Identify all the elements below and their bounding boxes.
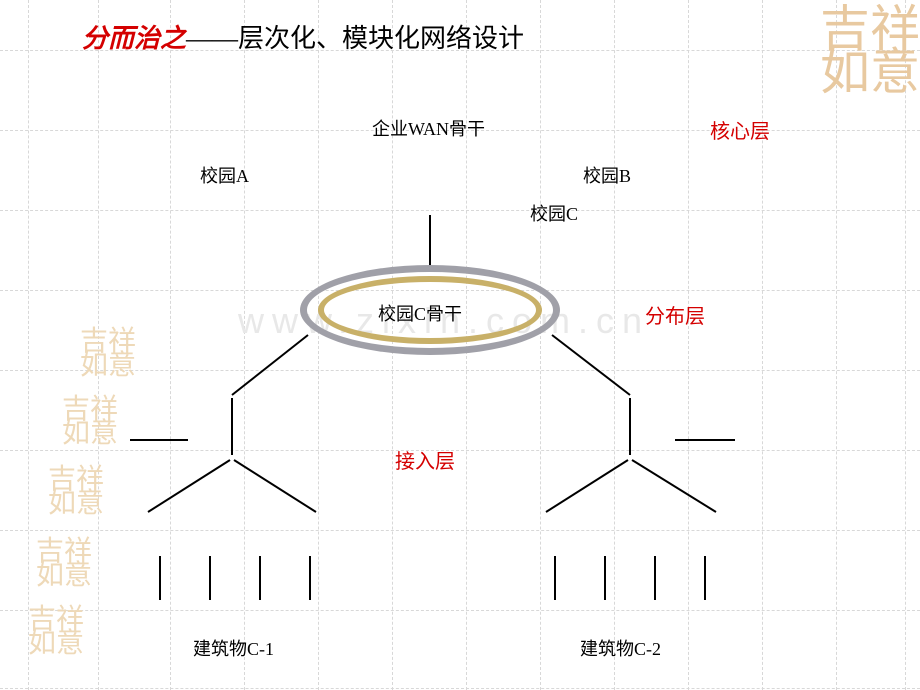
seal-side: 吉祥如意	[36, 540, 92, 588]
label-building-c2: 建筑物C-2	[580, 635, 661, 661]
title-main: 层次化、模块化网络设计	[238, 24, 524, 53]
seal-side: 吉祥如意	[28, 608, 84, 656]
label-campus-c: 校园C	[530, 200, 578, 226]
seal-corner: 吉祥如意	[820, 8, 920, 93]
label-core-layer: 核心层	[710, 115, 770, 144]
seal-side: 吉祥如意	[48, 468, 104, 516]
slide-title: 分而治之——层次化、模块化网络设计	[82, 18, 524, 55]
title-separator: ——	[186, 24, 238, 53]
label-wan-backbone: 企业WAN骨干	[372, 115, 485, 141]
label-distribution-layer: 分布层	[645, 300, 705, 329]
label-campus-a: 校园A	[200, 162, 249, 188]
label-campus-b: 校园B	[583, 162, 631, 188]
backbone-ring-inner	[318, 276, 542, 344]
title-highlight: 分而治之	[82, 24, 186, 53]
label-access-layer: 接入层	[395, 445, 455, 474]
seal-side: 吉祥如意	[80, 330, 136, 378]
seal-side: 吉祥如意	[62, 398, 118, 446]
label-building-c1: 建筑物C-1	[193, 635, 274, 661]
